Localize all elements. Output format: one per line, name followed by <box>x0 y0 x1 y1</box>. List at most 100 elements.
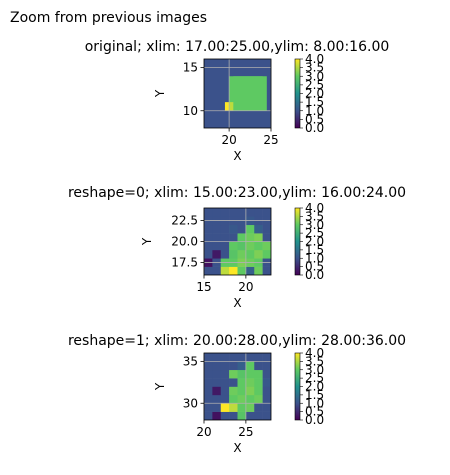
x-tick-label: 20 <box>196 425 211 439</box>
heatmap-cell <box>254 378 263 387</box>
panel-reshape-0: reshape=0; xlim: 15.00:23.00,ylim: 16.00… <box>68 185 406 310</box>
heatmap-cell <box>220 403 230 412</box>
heatmap <box>204 353 271 420</box>
heatmap-cell <box>220 361 230 371</box>
panel-title: original; xlim: 17.00:25.00,ylim: 8.00:1… <box>85 39 390 55</box>
heatmap-cell <box>229 369 238 379</box>
colorbar-tick-label: 2.0 <box>305 235 324 249</box>
heatmap-cell <box>262 403 271 412</box>
heatmap-cell <box>262 266 271 275</box>
heatmap-cell <box>220 233 230 242</box>
panel-reshape-1: reshape=1; xlim: 20.00:28.00,ylim: 28.00… <box>68 333 406 455</box>
panel-title: reshape=0; xlim: 15.00:23.00,ylim: 16.00… <box>68 185 406 201</box>
colorbar-tick-label: 3.0 <box>305 218 324 232</box>
y-tick-label: 15 <box>183 61 198 75</box>
colorbar-tick-label: 0.5 <box>305 405 324 419</box>
heatmap-cell <box>220 411 230 420</box>
heatmap-cell <box>212 378 222 387</box>
x-axis-label: X <box>233 149 241 163</box>
heatmap-cell <box>245 386 255 396</box>
heatmap-cell <box>245 394 255 404</box>
y-tick-label: 17.5 <box>171 255 198 269</box>
x-tick-label: 20 <box>221 133 236 147</box>
y-tick-label: 35 <box>183 354 198 368</box>
heatmap-cell <box>229 224 238 234</box>
colorbar-tick-label: 1.0 <box>305 104 324 118</box>
heatmap-cell <box>204 386 213 396</box>
heatmap-cell <box>254 394 263 404</box>
heatmap-cell <box>254 411 263 420</box>
heatmap-cell <box>220 369 230 379</box>
heatmap-cell <box>262 369 271 379</box>
heatmap-cell <box>229 394 238 404</box>
colorbar <box>294 352 301 421</box>
heatmap-cell <box>229 386 238 396</box>
heatmap-cell <box>204 403 213 412</box>
panel-title: reshape=1; xlim: 20.00:28.00,ylim: 28.00… <box>68 333 406 349</box>
colorbar-tick-label: 0.0 <box>305 121 324 135</box>
heatmap-cell <box>212 233 222 242</box>
heatmap-cell <box>229 233 238 242</box>
colorbar-tick-label: 0.0 <box>305 268 324 282</box>
x-tick-label: 25 <box>238 425 253 439</box>
y-tick-label: 30 <box>183 396 198 410</box>
heatmap-cell <box>237 378 247 387</box>
heatmap-cell <box>204 369 213 379</box>
heatmap-cell <box>204 208 213 217</box>
heatmap-cell <box>204 394 213 404</box>
heatmap-cell <box>229 353 238 362</box>
heatmap-cell <box>212 386 222 396</box>
heatmap-cell <box>262 208 271 217</box>
figure-suptitle: Zoom from previous images <box>10 10 207 26</box>
heatmap-cell <box>237 394 247 404</box>
heatmap-cell <box>204 241 213 251</box>
heatmap-cell <box>212 411 222 420</box>
y-tick-label: 20.0 <box>171 235 198 249</box>
y-axis-label: Y <box>153 382 167 391</box>
heatmap-cell <box>237 224 247 234</box>
heatmap-cell <box>254 233 263 242</box>
heatmap-cell <box>204 378 213 387</box>
heatmap-cell <box>245 266 255 275</box>
heatmap-cell <box>237 266 247 275</box>
colorbar-tick-label: 4.0 <box>305 52 324 66</box>
colorbar <box>294 58 301 129</box>
heatmap-cell <box>212 249 222 259</box>
heatmap-cell <box>204 353 213 362</box>
colorbar-tick-label: 2.0 <box>305 380 324 394</box>
heatmap-cell <box>220 353 230 362</box>
y-tick-label: 10 <box>183 104 198 118</box>
heatmap-cell <box>245 233 255 242</box>
heatmap-cell <box>229 411 238 420</box>
colorbar-tick-label: 2.5 <box>305 371 324 385</box>
x-tick-label: 25 <box>263 133 278 147</box>
heatmap-cell <box>254 266 263 275</box>
heatmap-cell <box>204 411 213 420</box>
heatmap-cell <box>229 378 238 387</box>
colorbar-tick-label: 0.5 <box>305 112 324 126</box>
heatmap-cell <box>220 249 230 259</box>
heatmap-cell <box>245 353 255 362</box>
x-axis-label: X <box>233 441 241 455</box>
heatmap-cell <box>254 361 263 371</box>
colorbar-tick-label: 2.5 <box>305 78 324 92</box>
heatmap-cell <box>237 249 247 259</box>
heatmap-cell <box>212 208 222 217</box>
heatmap-cell <box>262 378 271 387</box>
heatmap-cell <box>245 241 255 251</box>
heatmap-cell <box>204 233 213 242</box>
heatmap-cell <box>229 403 238 412</box>
x-axis-label: X <box>233 296 241 310</box>
heatmap-cell <box>220 224 230 234</box>
colorbar-tick-label: 4.0 <box>305 346 324 360</box>
heatmap-cell <box>262 394 271 404</box>
heatmap-cell <box>220 394 230 404</box>
colorbar-tick-label: 3.5 <box>305 354 324 368</box>
heatmap-cell <box>237 411 247 420</box>
heatmap-cell <box>245 361 255 371</box>
colorbar-tick-label: 0.5 <box>305 260 324 274</box>
heatmap-cell <box>237 361 247 371</box>
heatmap-cell <box>254 249 263 259</box>
heatmap-cell <box>245 411 255 420</box>
